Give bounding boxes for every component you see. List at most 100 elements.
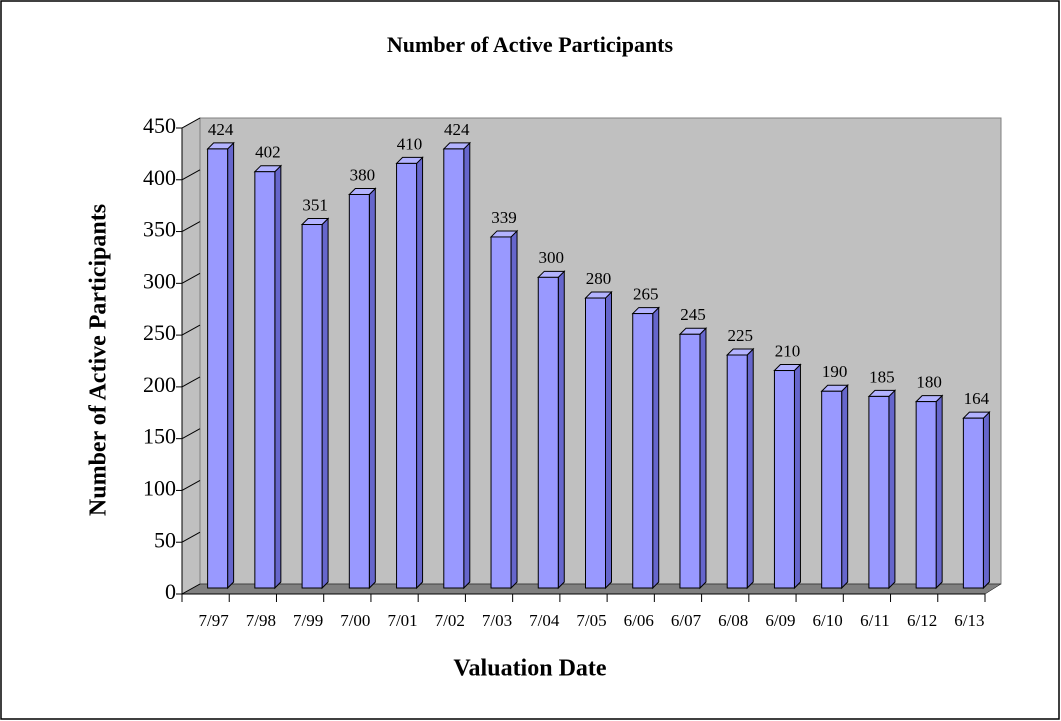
- bar-front: [632, 313, 654, 589]
- bar-side: [463, 141, 471, 590]
- bar: [725, 347, 755, 590]
- y-tick-depth: [181, 272, 201, 284]
- y-tick-label: 450: [143, 113, 176, 138]
- value-label: 424: [208, 120, 234, 139]
- y-tick-depth: [181, 428, 201, 440]
- bar: [206, 141, 235, 590]
- bar: [962, 410, 991, 590]
- x-tick-label: 6/13: [954, 611, 984, 630]
- bar-front: [726, 354, 748, 589]
- bar-side: [321, 217, 329, 590]
- bar-front: [254, 171, 276, 589]
- y-tick-label: 250: [143, 320, 176, 345]
- y-tick-label: 150: [143, 424, 176, 449]
- y-tick-depth: [181, 221, 201, 232]
- bar-side: [416, 156, 424, 590]
- x-tick-label: 6/06: [624, 611, 654, 630]
- x-tick-label: 7/98: [246, 611, 276, 630]
- bar-side: [605, 290, 612, 590]
- x-tick-label: 7/00: [340, 611, 370, 630]
- x-tick-label: 7/01: [387, 611, 417, 630]
- bar-side: [274, 164, 282, 590]
- value-label: 424: [444, 120, 470, 139]
- bar-front: [868, 395, 890, 589]
- bar-front: [962, 417, 984, 589]
- y-tick-depth: [181, 169, 201, 181]
- value-label: 180: [916, 373, 942, 392]
- bar-side: [699, 327, 707, 590]
- x-tick-label: 7/99: [293, 611, 323, 630]
- bar-side: [841, 384, 849, 590]
- x-tick-label: 6/07: [671, 611, 702, 630]
- value-label: 402: [255, 143, 281, 162]
- value-label: 225: [727, 326, 753, 345]
- bar-side: [227, 141, 235, 590]
- bar-side: [557, 270, 565, 590]
- bar-side: [368, 187, 376, 590]
- y-tick-label: 300: [143, 268, 176, 293]
- y-axis-label: Number of Active Participants: [86, 204, 112, 516]
- bar-front: [585, 297, 606, 589]
- y-tick-depth: [181, 324, 201, 336]
- bar: [442, 141, 472, 590]
- value-label: 185: [869, 367, 895, 386]
- bar-side: [746, 347, 754, 590]
- bar-front: [207, 148, 229, 589]
- bar-front: [679, 333, 701, 589]
- y-tick-depth: [181, 480, 201, 491]
- value-label: 164: [964, 389, 990, 408]
- bar: [584, 290, 613, 590]
- value-label: 265: [633, 284, 659, 303]
- y-tick-depth: [181, 117, 201, 129]
- y-tick-label: 100: [143, 475, 176, 500]
- bar: [773, 363, 802, 590]
- x-tick-label: 7/97: [199, 611, 230, 630]
- bar-front: [348, 193, 370, 589]
- value-label: 190: [822, 362, 848, 381]
- x-tick-label: 6/12: [907, 611, 937, 630]
- x-tick-label: 7/03: [482, 611, 512, 630]
- bar-front: [301, 224, 323, 589]
- bar-side: [888, 389, 896, 590]
- y-tick-label: 0: [165, 579, 176, 604]
- value-label: 300: [539, 248, 565, 267]
- bar: [867, 389, 897, 590]
- bar-side: [935, 394, 943, 590]
- value-label: 245: [680, 305, 706, 324]
- bar: [395, 156, 424, 590]
- bar-front: [821, 390, 843, 589]
- y-tick-depth: [181, 583, 201, 595]
- bar: [631, 306, 660, 590]
- y-tick-label: 350: [143, 217, 176, 242]
- bar: [537, 270, 566, 590]
- bar-front: [537, 276, 559, 589]
- x-tick-label: 6/11: [860, 611, 890, 630]
- x-tick-label: 7/05: [576, 611, 606, 630]
- bar-front: [490, 236, 512, 589]
- value-label: 410: [397, 134, 423, 153]
- bar: [253, 164, 283, 590]
- bar-front: [396, 162, 418, 589]
- x-tick-label: 6/08: [718, 611, 748, 630]
- bar: [489, 229, 519, 590]
- bar-side: [793, 363, 801, 590]
- x-tick-label: 7/04: [529, 611, 560, 630]
- bar-side: [982, 410, 990, 590]
- bar-front: [773, 370, 795, 589]
- bar: [820, 384, 849, 590]
- x-axis-label: Valuation Date: [453, 656, 606, 682]
- bar: [914, 394, 944, 590]
- value-label: 339: [491, 208, 517, 227]
- x-tick-label: 6/09: [765, 611, 795, 630]
- y-tick-label: 400: [143, 165, 176, 190]
- bar-side: [652, 306, 660, 590]
- value-label: 280: [586, 269, 612, 288]
- y-tick-label: 50: [154, 527, 176, 552]
- side-wall: [181, 117, 201, 595]
- value-label: 210: [775, 341, 801, 360]
- y-tick-depth: [181, 376, 201, 388]
- bar: [678, 327, 708, 590]
- bar: [348, 187, 377, 590]
- bar: [300, 217, 330, 590]
